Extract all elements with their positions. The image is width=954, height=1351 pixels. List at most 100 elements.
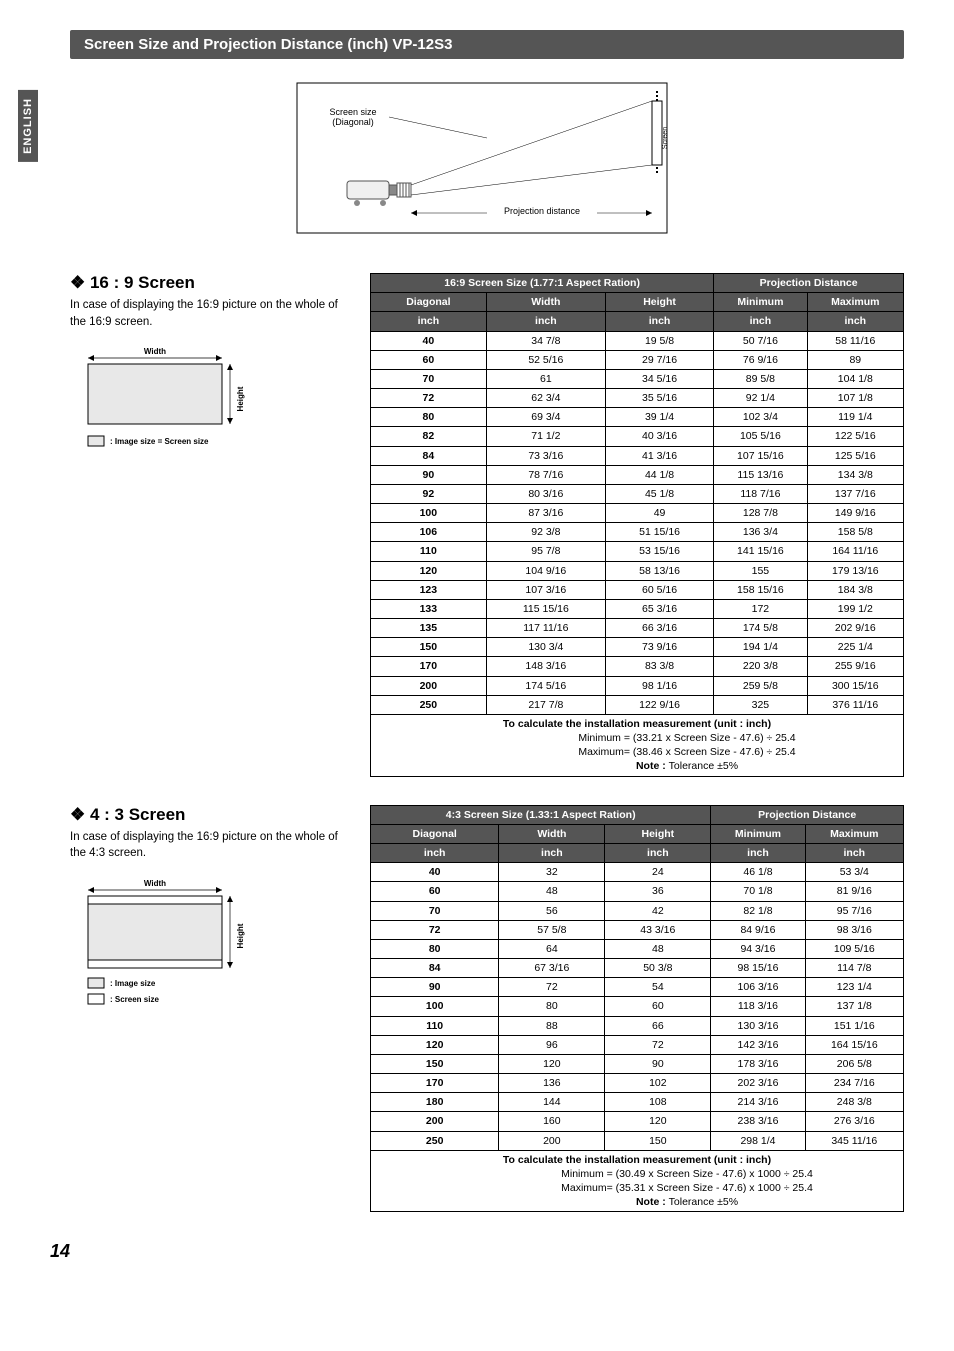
cell: 80 <box>371 408 487 427</box>
cell: 114 7/8 <box>805 959 903 978</box>
cell: 104 1/8 <box>807 369 903 388</box>
unit-header: inch <box>714 312 807 331</box>
cell: 92 3/8 <box>486 523 605 542</box>
cell: 106 3/16 <box>711 978 805 997</box>
cell: 149 9/16 <box>807 504 903 523</box>
cell: 90 <box>371 978 499 997</box>
cell: 70 1/8 <box>711 882 805 901</box>
col-header: Minimum <box>714 293 807 312</box>
cell: 123 <box>371 580 487 599</box>
cell: 72 <box>371 389 487 408</box>
cell: 87 3/16 <box>486 504 605 523</box>
svg-text:Height: Height <box>236 923 245 948</box>
cell: 150 <box>371 1054 499 1073</box>
cell: 98 1/16 <box>605 676 713 695</box>
cell: 220 3/8 <box>714 657 807 676</box>
cell: 174 5/8 <box>714 619 807 638</box>
cell: 300 15/16 <box>807 676 903 695</box>
table-row: 706134 5/1689 5/8104 1/8 <box>371 369 904 388</box>
cell: 248 3/8 <box>805 1093 903 1112</box>
unit-header: inch <box>486 312 605 331</box>
cell: 45 1/8 <box>605 484 713 503</box>
svg-text:Width: Width <box>144 879 166 888</box>
cell: 200 <box>499 1131 605 1150</box>
cell: 200 <box>371 1112 499 1131</box>
cell: 144 <box>499 1093 605 1112</box>
cell: 100 <box>371 997 499 1016</box>
table-head: 16:9 Screen Size (1.77:1 Aspect Ration) … <box>371 274 904 332</box>
cell: 325 <box>714 695 807 714</box>
cell: 142 3/16 <box>711 1035 805 1054</box>
cell: 34 5/16 <box>605 369 713 388</box>
cell: 122 5/16 <box>807 427 903 446</box>
table-row: 11095 7/853 15/16141 15/16164 11/16 <box>371 542 904 561</box>
cell: 66 <box>605 1016 711 1035</box>
cell: 160 <box>499 1112 605 1131</box>
cell: 80 <box>499 997 605 1016</box>
cell: 57 5/8 <box>499 920 605 939</box>
cell: 36 <box>605 882 711 901</box>
cell: 155 <box>714 561 807 580</box>
desc-4-3: In case of displaying the 16:9 picture o… <box>70 829 350 862</box>
cell: 29 7/16 <box>605 350 713 369</box>
col-header: Width <box>486 293 605 312</box>
col-header: Maximum <box>805 824 903 843</box>
cell: 115 13/16 <box>714 465 807 484</box>
svg-text:Projection distance: Projection distance <box>504 206 580 216</box>
cell: 180 <box>371 1093 499 1112</box>
table-row: 8467 3/1650 3/898 15/16114 7/8 <box>371 959 904 978</box>
cell: 78 7/16 <box>486 465 605 484</box>
cell: 135 <box>371 619 487 638</box>
col-header: Width <box>499 824 605 843</box>
cell: 24 <box>605 863 711 882</box>
mini-diagram-4-3: Width Height : Image size : Screen size <box>70 876 270 1016</box>
cell: 214 3/16 <box>711 1093 805 1112</box>
cell: 202 3/16 <box>711 1074 805 1093</box>
cell: 98 3/16 <box>805 920 903 939</box>
svg-text:: Screen size: : Screen size <box>110 995 159 1004</box>
cell: 122 9/16 <box>605 695 713 714</box>
th-screen-size: 16:9 Screen Size (1.77:1 Aspect Ration) <box>371 274 714 293</box>
cell: 42 <box>605 901 711 920</box>
cell: 95 7/8 <box>486 542 605 561</box>
cell: 73 9/16 <box>605 638 713 657</box>
unit-header: inch <box>605 843 711 862</box>
cell: 276 3/16 <box>805 1112 903 1131</box>
table-row: 170136102202 3/16234 7/16 <box>371 1074 904 1093</box>
svg-text:Screen size: Screen size <box>329 107 376 117</box>
cell: 107 1/8 <box>807 389 903 408</box>
cell: 95 7/16 <box>805 901 903 920</box>
cell: 128 7/8 <box>714 504 807 523</box>
table-row: 9280 3/1645 1/8118 7/16137 7/16 <box>371 484 904 503</box>
cell: 123 1/4 <box>805 978 903 997</box>
unit-header: inch <box>371 843 499 862</box>
table-row: 70564282 1/895 7/16 <box>371 901 904 920</box>
cell: 92 <box>371 484 487 503</box>
table-row: 9078 7/1644 1/8115 13/16134 3/8 <box>371 465 904 484</box>
cell: 35 5/16 <box>605 389 713 408</box>
cell: 60 <box>605 997 711 1016</box>
th-screen-size: 4:3 Screen Size (1.33:1 Aspect Ration) <box>371 805 711 824</box>
cell: 58 11/16 <box>807 331 903 350</box>
table-row: 10087 3/1649128 7/8149 9/16 <box>371 504 904 523</box>
cell: 250 <box>371 1131 499 1150</box>
projection-diagram: Screen Screen size (Diagonal) Projection… <box>287 73 687 243</box>
table-row: 170148 3/1683 3/8220 3/8255 9/16 <box>371 657 904 676</box>
cell: 150 <box>371 638 487 657</box>
cell: 250 <box>371 695 487 714</box>
cell: 118 3/16 <box>711 997 805 1016</box>
title-bar: Screen Size and Projection Distance (inc… <box>70 30 904 59</box>
table-row: 150130 3/473 9/16194 1/4225 1/4 <box>371 638 904 657</box>
cell: 172 <box>714 599 807 618</box>
cell: 120 <box>605 1112 711 1131</box>
cell: 72 <box>499 978 605 997</box>
cell: 115 15/16 <box>486 599 605 618</box>
cell: 148 3/16 <box>486 657 605 676</box>
cell: 133 <box>371 599 487 618</box>
calc-min: Minimum = (33.21 x Screen Size - 47.6) ÷… <box>375 731 899 745</box>
col-header: Height <box>605 824 711 843</box>
table-row: 4034 7/819 5/850 7/1658 11/16 <box>371 331 904 350</box>
cell: 134 3/8 <box>807 465 903 484</box>
cell: 259 5/8 <box>714 676 807 695</box>
unit-header: inch <box>605 312 713 331</box>
